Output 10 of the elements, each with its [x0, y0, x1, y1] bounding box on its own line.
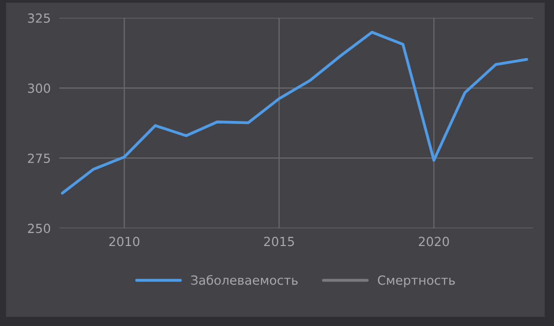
x-tick-label: 2010 [109, 236, 140, 246]
x-tick-label: 2015 [264, 236, 294, 246]
y-tick-label: 250 [28, 224, 50, 234]
x-tick-label: 2020 [418, 236, 449, 246]
legend-label: Смертность [378, 275, 455, 288]
y-tick-label: 275 [28, 154, 50, 164]
line-series [60, 30, 528, 195]
legend-label: Заболеваемость [191, 274, 298, 285]
y-tick-label: 300 [28, 83, 50, 93]
y-tick-label: 325 [28, 13, 50, 23]
